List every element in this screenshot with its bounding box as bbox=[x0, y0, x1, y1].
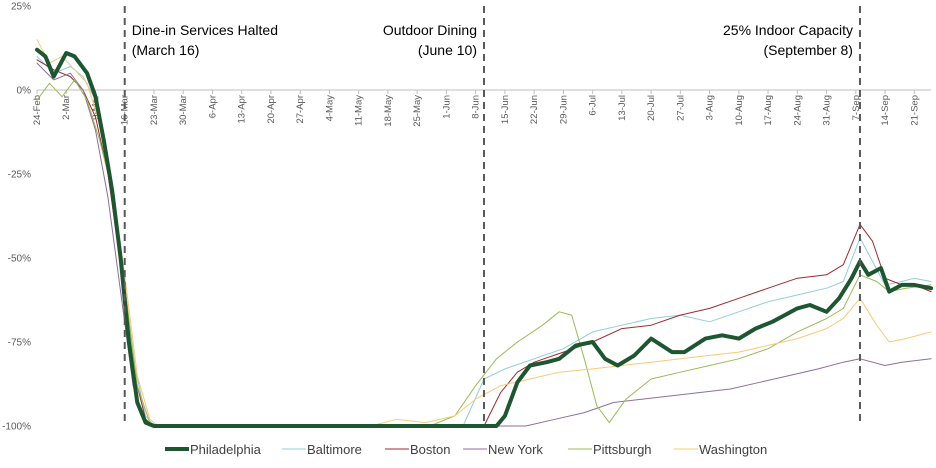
y-tick-label-25: -25% bbox=[8, 170, 31, 181]
x-tick-label-27-apr: 27-Apr bbox=[295, 95, 306, 124]
legend-label-washington: Washington bbox=[699, 442, 767, 457]
x-tick-label-16-mar: 16-Mar bbox=[120, 95, 131, 125]
x-tick-label-17-aug: 17-Aug bbox=[763, 95, 774, 126]
legend-label-baltimore: Baltimore bbox=[307, 442, 362, 457]
x-tick-label-7-sep: 7-Sep bbox=[851, 95, 862, 120]
event-label-june-10: (June 10) bbox=[418, 42, 477, 58]
event-label-25-indoor-capacity: 25% Indoor Capacity bbox=[723, 22, 853, 38]
x-tick-label-23-mar: 23-Mar bbox=[149, 95, 160, 125]
x-tick-label-27-jul: 27-Jul bbox=[675, 95, 686, 121]
x-tick-label-11-may: 11-May bbox=[354, 95, 365, 126]
x-tick-label-15-jun: 15-Jun bbox=[500, 95, 511, 124]
x-tick-label-10-aug: 10-Aug bbox=[734, 95, 745, 126]
legend-label-new-york: New York bbox=[488, 442, 543, 457]
x-tick-label-8-jun: 8-Jun bbox=[471, 95, 482, 119]
x-tick-label-29-jun: 29-Jun bbox=[558, 95, 569, 124]
x-tick-label-20-apr: 20-Apr bbox=[266, 95, 277, 124]
x-tick-label-2-mar: 2-Mar bbox=[61, 95, 72, 120]
legend-label-pittsburgh: Pittsburgh bbox=[593, 442, 652, 457]
legend-label-philadelphia: Philadelphia bbox=[190, 442, 262, 457]
x-tick-label-3-aug: 3-Aug bbox=[705, 95, 716, 120]
x-tick-label-13-apr: 13-Apr bbox=[237, 95, 248, 124]
x-tick-label-6-apr: 6-Apr bbox=[207, 95, 218, 118]
y-tick-label-50: -50% bbox=[8, 254, 31, 265]
x-tick-label-14-sep: 14-Sep bbox=[880, 95, 891, 126]
x-tick-label-22-jun: 22-Jun bbox=[529, 95, 540, 124]
x-tick-label-31-aug: 31-Aug bbox=[822, 95, 833, 126]
y-tick-label-75: -75% bbox=[8, 338, 31, 349]
x-tick-label-20-jul: 20-Jul bbox=[646, 95, 657, 121]
x-tick-label-30-mar: 30-Mar bbox=[178, 95, 189, 125]
event-label-dine-in-services-halted: Dine-in Services Halted bbox=[132, 22, 278, 38]
series-line-new-york bbox=[36, 62, 932, 427]
event-label-september-8: (September 8) bbox=[763, 42, 852, 58]
series-lines bbox=[35, 39, 933, 428]
event-label-march-16: (March 16) bbox=[132, 42, 200, 58]
x-tick-label-21-sep: 21-Sep bbox=[909, 95, 920, 126]
event-label-outdoor-dining: Outdoor Dining bbox=[383, 22, 477, 38]
y-tick-label-100: -100% bbox=[2, 422, 31, 433]
x-tick-label-13-jul: 13-Jul bbox=[617, 95, 628, 121]
x-tick-label-6-jul: 6-Jul bbox=[588, 95, 599, 116]
x-tick-label-1-jun: 1-Jun bbox=[441, 95, 452, 119]
x-tick-label-4-may: 4-May bbox=[324, 95, 335, 122]
y-tick-label-0: 0% bbox=[17, 86, 32, 97]
y-tick-label-25: 25% bbox=[11, 2, 31, 13]
x-tick-label-24-aug: 24-Aug bbox=[792, 95, 803, 126]
legend-label-boston: Boston bbox=[410, 442, 450, 457]
event-annotations: Dine-in Services Halted (March 16) Outdoor… bbox=[123, 6, 861, 426]
x-tick-label-24-feb: 24-Feb bbox=[32, 95, 43, 125]
legend: Philadelphia Baltimore Boston New York Pitts… bbox=[165, 442, 767, 457]
x-tick-label-18-may: 18-May bbox=[383, 95, 394, 127]
series-line-philadelphia bbox=[35, 47, 933, 428]
axes: 25%0%-25%-50%-75%-100%24-Feb 2-Mar 9-Mar 16… bbox=[2, 2, 931, 433]
x-tick-label-25-may: 25-May bbox=[412, 95, 423, 127]
